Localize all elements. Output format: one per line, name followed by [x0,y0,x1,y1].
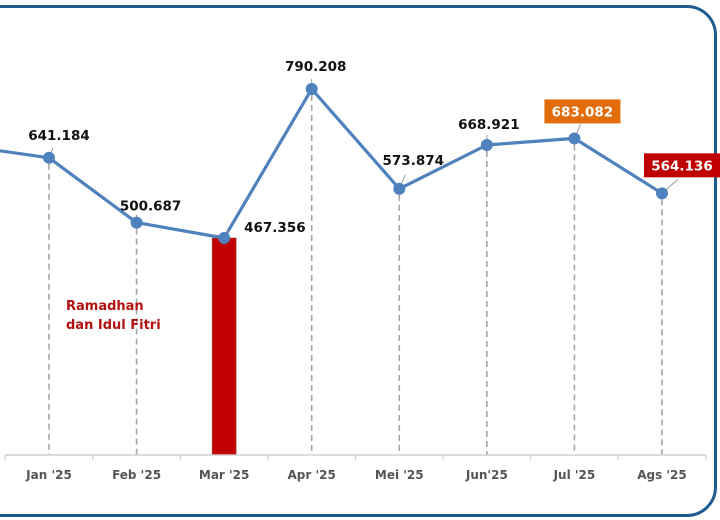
data-point [568,132,581,145]
x-tick-label: Mar '25 [199,468,250,482]
data-label: 683.082 [552,104,614,120]
x-tick-label: Jan '25 [25,468,72,482]
data-point [130,216,143,229]
data-points [43,83,668,244]
data-labels: 641.184 500.687 467.356 790.208 573.874 668.9… [28,59,720,236]
data-point [480,138,493,151]
data-label-box [643,153,720,178]
data-label: 790.208 [285,59,347,75]
drop-lines [48,95,663,455]
highlight-bar-layer [211,237,237,456]
data-point [218,232,231,244]
data-label: 564.136 [651,158,713,174]
highlight-bar [211,237,237,456]
data-label: 573.874 [383,153,445,169]
annotation-line-2: dan Idul Fitri [66,318,161,333]
data-point [655,187,668,200]
chart-frame [0,5,717,517]
x-tick-label: Jul '25 [553,468,596,482]
x-tick-label: Apr '25 [288,468,336,482]
x-tick-label: Feb '25 [112,468,161,482]
data-point [305,83,318,95]
data-label: 641.184 [28,128,90,144]
x-axis-labels: Jan '25 Feb '25 Mar '25 Apr '25 Mei '25 Jun'2… [25,468,687,482]
data-point [393,182,406,195]
data-point [43,151,55,164]
data-label: 500.687 [120,199,182,215]
x-tick-label: Jun'25 [465,468,508,482]
x-tick-label: Mei '25 [375,468,424,482]
data-label: 668.921 [458,117,520,133]
annotation: Ramadhan dan Idul Fitri [66,299,161,333]
x-tick-label: Ags '25 [637,468,687,482]
annotation-line-1: Ramadhan [66,299,144,314]
x-axis-ticks [4,455,707,460]
data-label: 467.356 [244,220,306,236]
data-label-box [544,99,621,124]
